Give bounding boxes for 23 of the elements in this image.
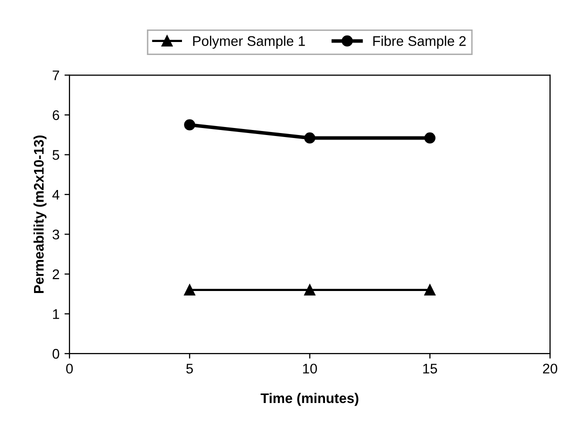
y-tick-label: 6 [52, 110, 60, 120]
y-tick-label: 2 [52, 269, 60, 280]
x-tick-label: 15 [423, 364, 438, 374]
x-axis-title: Time (minutes) [260, 392, 358, 406]
legend-label: Fibre Sample 2 [373, 36, 466, 49]
x-tick-label: 5 [186, 364, 193, 374]
legend-label: Polymer Sample 1 [193, 36, 305, 49]
x-tick-label: 10 [303, 364, 317, 374]
point [184, 119, 196, 130]
y-tick-label: 5 [52, 150, 60, 160]
point [424, 284, 436, 296]
point [304, 132, 316, 144]
y-axis-title: Permeability (m2x10-13) [34, 136, 46, 293]
point [424, 132, 436, 144]
point [184, 284, 196, 296]
x-tick-label: 0 [66, 364, 73, 374]
y-tick-label: 0 [52, 348, 60, 359]
y-tick-label: 7 [52, 70, 60, 80]
y-tick-label: 4 [52, 190, 60, 200]
x-tick-label: 20 [543, 364, 558, 374]
point [304, 284, 316, 296]
y-tick-label: 3 [52, 230, 60, 240]
y-tick-label: 1 [53, 309, 60, 319]
